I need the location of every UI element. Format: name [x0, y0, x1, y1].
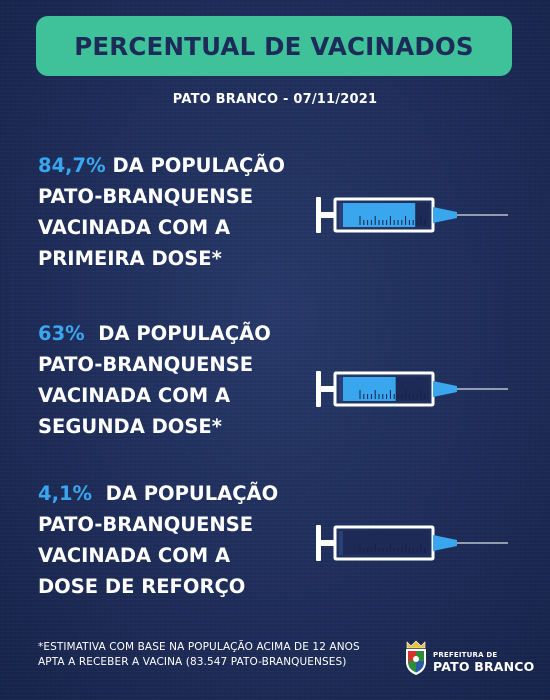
stat-percent: 84,7%: [38, 154, 106, 177]
syringe-icon: [316, 525, 508, 561]
stat-text: DA POPULAÇÃO: [92, 482, 279, 505]
plunger-rod: [321, 540, 335, 546]
stat-text: VACINADA COM A: [38, 384, 231, 407]
logo-small-text: PREFEITURA DE: [433, 651, 498, 659]
stat-text: DOSE DE REFORÇO: [38, 575, 246, 598]
stat-text: VACINADA COM A: [38, 544, 231, 567]
plunger-stopper: [339, 377, 343, 401]
syringe-nozzle: [433, 207, 457, 223]
stat-percent: 63%: [38, 322, 85, 345]
stat-text: SEGUNDA DOSE*: [38, 415, 222, 438]
plunger-handle: [316, 525, 321, 561]
plunger-handle: [316, 371, 321, 407]
plunger-handle: [316, 197, 321, 233]
stat-text: DA POPULAÇÃO: [84, 322, 271, 345]
stat-second-dose: 63% DA POPULAÇÃO PATO-BRANQUENSE VACINAD…: [38, 318, 308, 442]
syringe-nozzle: [433, 381, 457, 397]
city-hall-logo: PREFEITURA DE PATO BRANCO: [403, 638, 535, 680]
page-title: PERCENTUAL DE VACINADOS: [74, 31, 474, 61]
syringe-icon: [316, 197, 508, 233]
stat-text: DA POPULAÇÃO: [105, 154, 286, 177]
stat-percent: 4,1%: [38, 482, 93, 505]
stat-text: PATO-BRANQUENSE: [38, 353, 254, 376]
footnote-line: APTA A RECEBER A VACINA (83.547 PATO-BRA…: [38, 656, 347, 668]
plunger-rod: [321, 386, 335, 392]
vaccine-fill-level: [339, 203, 416, 227]
location-date: PATO BRANCO - 07/11/2021: [172, 92, 378, 107]
footnote-line: *ESTIMATIVA COM BASE NA POPULAÇÃO ACIMA …: [38, 641, 360, 653]
stat-text: PATO-BRANQUENSE: [38, 513, 254, 536]
title-banner: PERCENTUAL DE VACINADOS: [36, 16, 512, 76]
barrel-interior: [339, 531, 429, 555]
plunger-stopper: [339, 531, 343, 555]
stat-first-dose: 84,7% DA POPULAÇÃO PATO-BRANQUENSE VACIN…: [38, 150, 308, 274]
syringe-icon: [316, 371, 508, 407]
stat-text: PATO-BRANQUENSE: [38, 185, 254, 208]
syringe-nozzle: [433, 535, 457, 551]
coat-of-arms-icon: [406, 640, 426, 675]
stat-text: VACINADA COM A: [38, 216, 231, 239]
footnote: *ESTIMATIVA COM BASE NA POPULAÇÃO ACIMA …: [38, 640, 398, 670]
stat-text: PRIMEIRA DOSE*: [38, 247, 222, 270]
plunger-rod: [321, 212, 335, 218]
logo-big-text: PATO BRANCO: [433, 659, 535, 674]
plunger-stopper: [339, 203, 343, 227]
stat-booster-dose: 4,1% DA POPULAÇÃO PATO-BRANQUENSE VACINA…: [38, 478, 308, 602]
